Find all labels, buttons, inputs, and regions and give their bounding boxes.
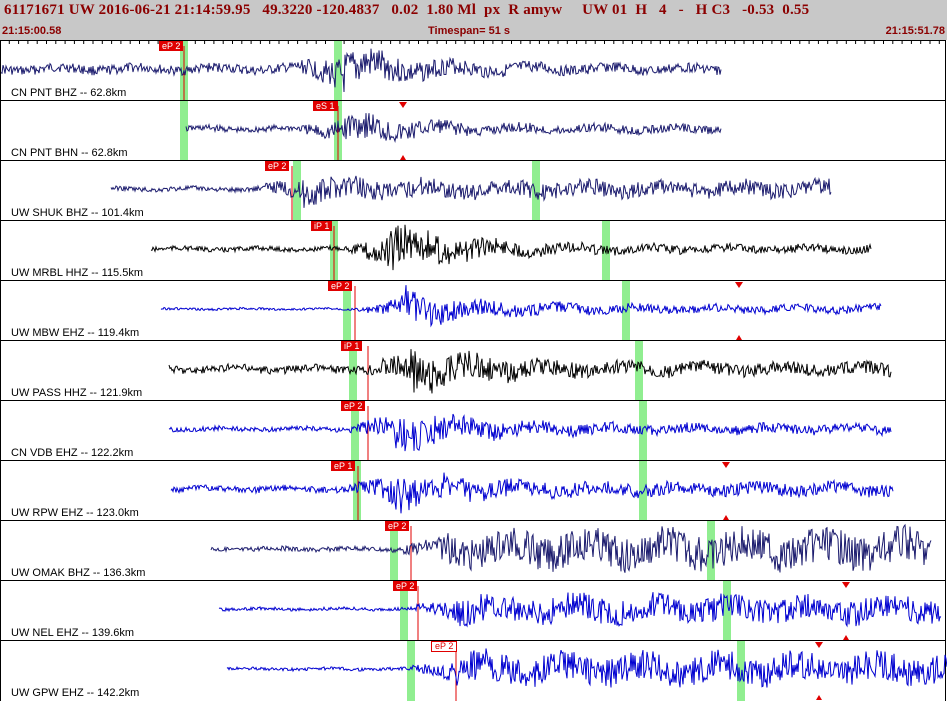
phase-pick-flag[interactable]: eP 2 [385, 521, 410, 531]
trace-panel[interactable]: eP 2 CN PNT BHZ -- 62.8km [0, 40, 946, 101]
phase-window-marker [723, 581, 731, 641]
phase-window-marker [635, 341, 643, 401]
station-label: UW NEL EHZ -- 139.6km [11, 627, 135, 639]
waveform-plot [180, 101, 722, 161]
seismic-waveform [226, 648, 947, 688]
phase-window-marker [351, 401, 359, 461]
amplitude-marker-icon [816, 695, 822, 700]
station-label: UW GPW EHZ -- 142.2km [11, 687, 140, 699]
station-label: UW SHUK BHZ -- 101.4km [11, 207, 144, 219]
amplitude-marker-icon [735, 282, 743, 288]
phase-window-marker [532, 161, 540, 221]
phase-window-marker [400, 581, 408, 641]
station-label: UW OMAK BHZ -- 136.3km [11, 567, 146, 579]
event-summary: 61171671 UW 2016-06-21 21:14:59.95 49.32… [4, 2, 810, 18]
phase-pick-flag[interactable]: eP 2 [431, 641, 458, 652]
phase-pick-flag[interactable]: iP 1 [311, 221, 333, 231]
trace-panel[interactable]: eP 2 CN VDB EHZ -- 122.2km [0, 400, 946, 461]
waveform-plot [168, 341, 892, 401]
amplitude-marker-icon [736, 335, 742, 340]
station-label: CN PNT BHZ -- 62.8km [11, 87, 127, 99]
phase-window-marker [180, 101, 188, 161]
trace-panel[interactable]: eP 2 UW MBW EHZ -- 119.4km [0, 280, 946, 341]
amplitude-marker-icon [722, 462, 730, 468]
phase-pick-flag[interactable]: eP 2 [159, 41, 184, 51]
phase-pick-flag[interactable]: eP 1 [331, 461, 356, 471]
trace-panel[interactable]: iP 1 UW MRBL HHZ -- 115.5km [0, 220, 946, 281]
station-label: CN PNT BHN -- 62.8km [11, 147, 128, 159]
timespan: Timespan= 51 s [428, 25, 511, 37]
trace-panel[interactable]: eP 2 UW OMAK BHZ -- 136.3km [0, 520, 946, 581]
phase-pick-flag[interactable]: eP 2 [265, 161, 290, 171]
trace-panel[interactable]: eS 1 CN PNT BHN -- 62.8km [0, 100, 946, 161]
trace-panel[interactable]: eP 2 UW GPW EHZ -- 142.2km [0, 640, 947, 701]
phase-pick-flag[interactable]: eP 2 [341, 401, 366, 411]
trace-panel[interactable]: eP 2 UW NEL EHZ -- 139.6km [0, 580, 946, 641]
seismic-waveform [210, 523, 932, 573]
phase-window-marker [737, 641, 745, 701]
phase-window-marker [639, 461, 647, 521]
waveform-plot [110, 161, 832, 221]
phase-window-marker [334, 41, 342, 101]
trace-panel[interactable]: eP 2 UW SHUK BHZ -- 101.4km [0, 160, 946, 221]
start-time: 21:15:00.58 [2, 25, 62, 37]
amplitude-marker-icon [723, 515, 729, 520]
seismic-waveform [150, 224, 872, 271]
event-header: 61171671 UW 2016-06-21 21:14:59.95 49.32… [0, 0, 947, 40]
waveform-plot [1, 41, 722, 101]
phase-pick-flag[interactable]: eS 1 [313, 101, 338, 111]
amplitude-marker-icon [842, 582, 850, 588]
waveform-plot [150, 221, 872, 281]
station-label: UW MBW EHZ -- 119.4km [11, 327, 140, 339]
seismogram-panels: eP 2 CN PNT BHZ -- 62.8km eS 1 CN PNT BHN -… [0, 40, 947, 701]
waveform-plot [160, 281, 882, 341]
station-label: CN VDB EHZ -- 122.2km [11, 447, 134, 459]
seismic-waveform [1, 48, 722, 93]
seismic-waveform [168, 413, 892, 452]
phase-pick-flag[interactable]: iP 1 [341, 341, 363, 351]
station-label: UW PASS HHZ -- 121.9km [11, 387, 143, 399]
amplitude-marker-icon [399, 102, 407, 108]
phase-window-marker [343, 281, 351, 341]
phase-pick-flag[interactable]: eP 2 [393, 581, 418, 591]
amplitude-marker-icon [843, 635, 849, 640]
trace-panel[interactable]: iP 1 UW PASS HHZ -- 121.9km [0, 340, 946, 401]
station-label: UW MRBL HHZ -- 115.5km [11, 267, 144, 279]
station-label: UW RPW EHZ -- 123.0km [11, 507, 139, 519]
phase-pick-flag[interactable]: eP 2 [328, 281, 353, 291]
seismic-waveform [160, 285, 882, 328]
phase-window-marker [407, 641, 415, 701]
waveform-plot [168, 401, 892, 461]
seismic-waveform [218, 592, 942, 628]
amplitude-marker-icon [815, 642, 823, 648]
waveform-plot [210, 521, 932, 581]
waveform-plot [170, 461, 894, 521]
end-time: 21:15:51.78 [885, 25, 945, 37]
seismic-waveform [170, 472, 894, 514]
seismic-waveform [110, 175, 832, 208]
seismic-waveform [185, 113, 722, 143]
seismic-waveform [168, 349, 892, 394]
trace-panel[interactable]: eP 1 UW RPW EHZ -- 123.0km [0, 460, 946, 521]
waveform-plot [218, 581, 942, 641]
waveform-plot [226, 641, 947, 701]
phase-window-marker [707, 521, 715, 581]
amplitude-marker-icon [400, 155, 406, 160]
